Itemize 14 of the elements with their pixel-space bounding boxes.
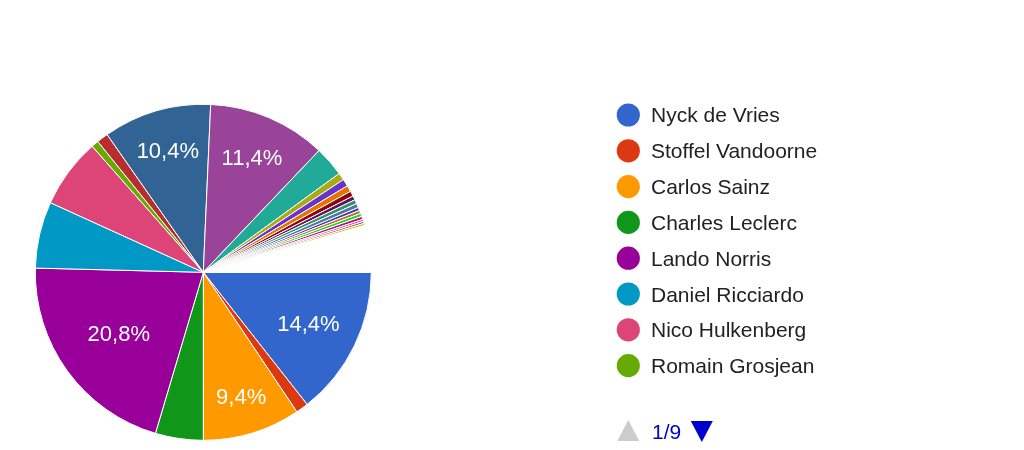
legend-label: Romain Grosjean [651, 354, 815, 377]
legend-label: Stoffel Vandoorne [651, 139, 818, 162]
legend-label: Daniel Ricciardo [651, 283, 804, 306]
legend-label: Nyck de Vries [651, 103, 780, 126]
data-label: 10,4% [136, 137, 200, 163]
legend-label: Carlos Sainz [651, 175, 771, 198]
data-label: 9,4% [216, 384, 267, 410]
data-label: 11,4% [221, 145, 283, 171]
legend-label: Charles Leclerc [651, 211, 797, 234]
text: 1/9 [652, 420, 682, 443]
legend-label: Lando Norris [651, 247, 772, 270]
data-label: 20,8% [87, 321, 150, 347]
data-label: 14,4% [277, 310, 340, 336]
legend-label: Nico Hulkenberg [651, 318, 807, 341]
